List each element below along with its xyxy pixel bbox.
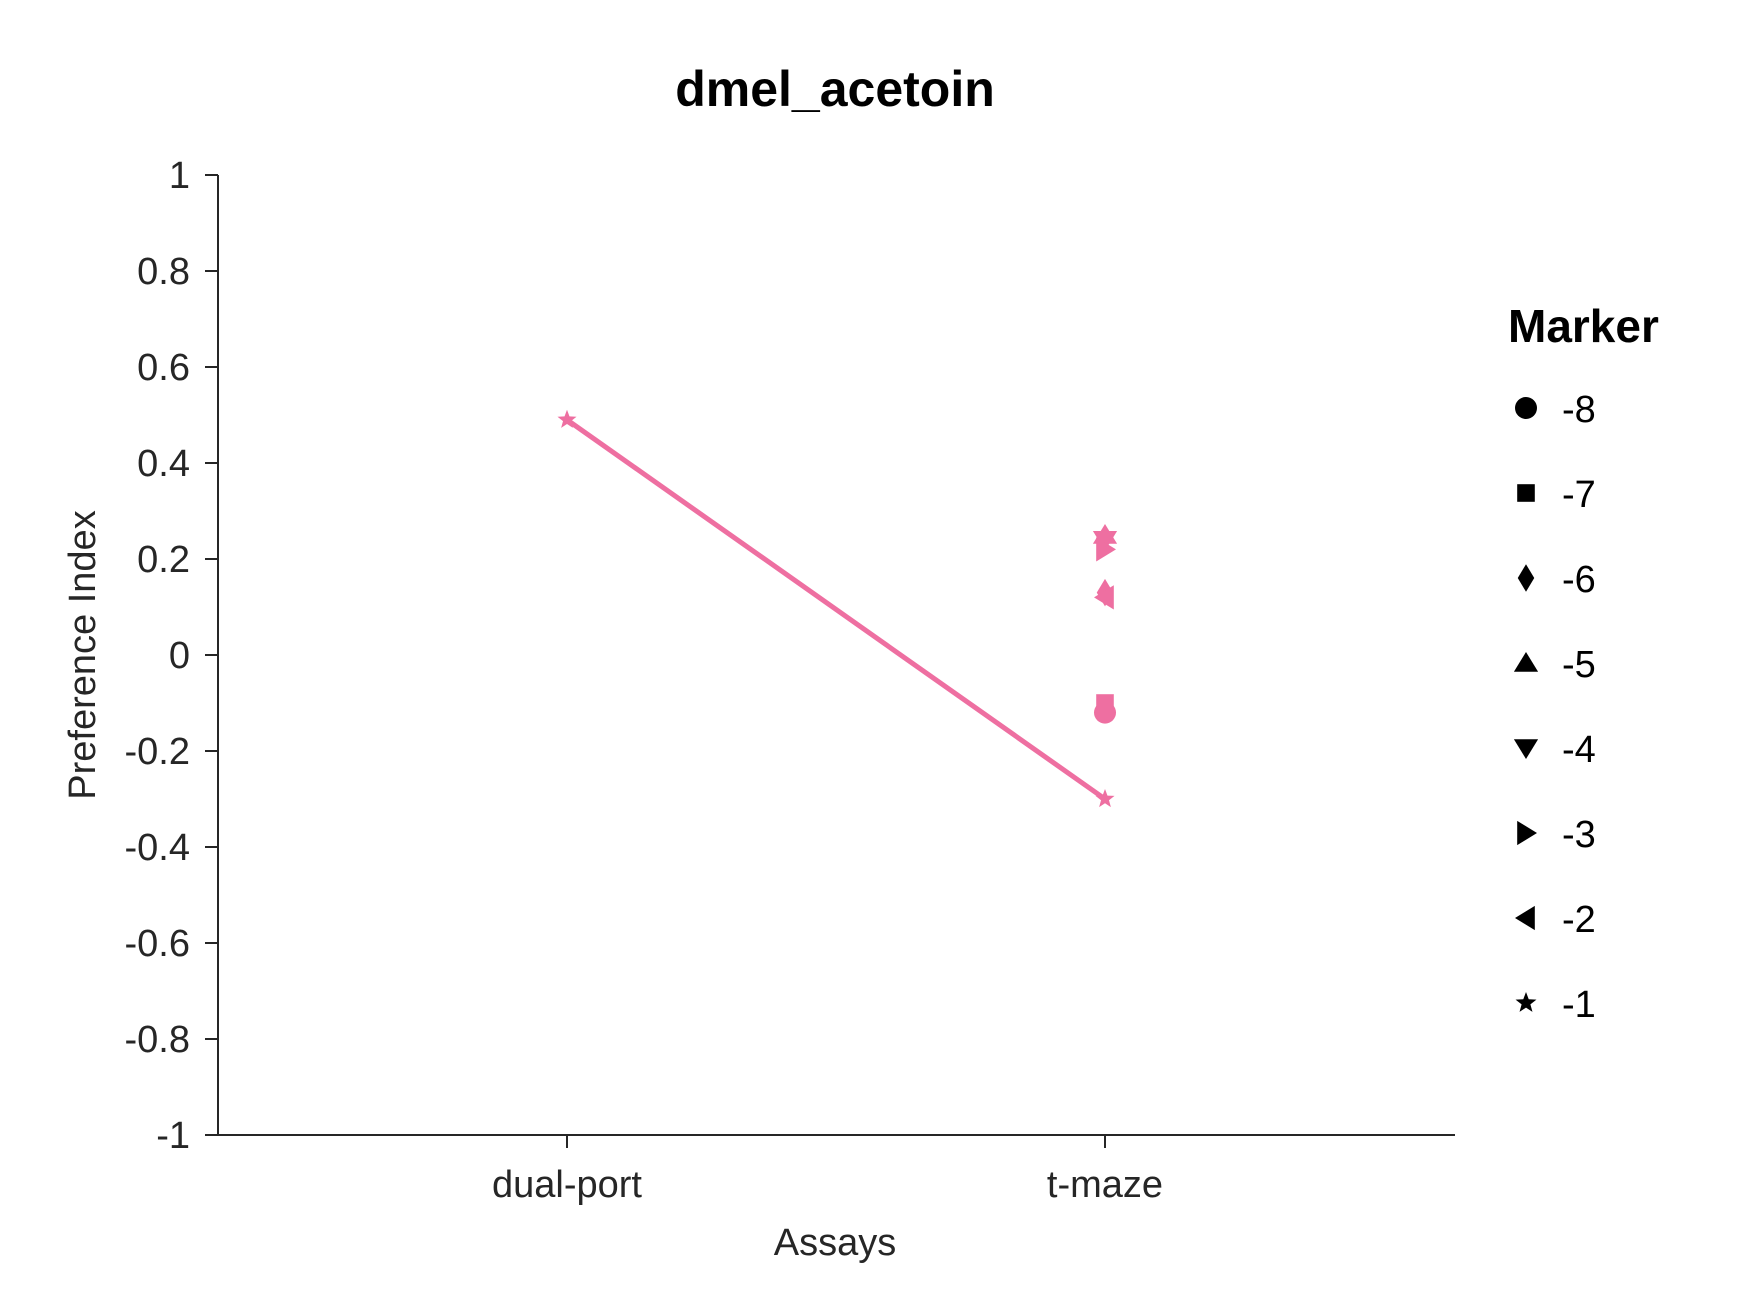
y-tick-label: -0.8 bbox=[125, 1019, 190, 1061]
data-point-star bbox=[557, 409, 577, 428]
legend-marker-square-icon bbox=[1517, 484, 1535, 502]
y-tick-label: -1 bbox=[156, 1115, 190, 1157]
x-axis-label: Assays bbox=[774, 1222, 896, 1264]
legend-marker-triangle-right-icon bbox=[1517, 820, 1537, 846]
legend-marker-triangle-down-icon bbox=[1513, 739, 1539, 759]
y-tick-label: 0.4 bbox=[137, 443, 190, 485]
x-tick-label: dual-port bbox=[492, 1164, 642, 1206]
y-tick-label: 0.6 bbox=[137, 347, 190, 389]
legend-label: -7 bbox=[1562, 474, 1596, 516]
y-tick-label: -0.4 bbox=[125, 827, 190, 869]
legend-title: Marker bbox=[1508, 300, 1659, 352]
y-tick-label: 0.8 bbox=[137, 251, 190, 293]
data-point-triangle-down bbox=[1092, 531, 1118, 551]
data-point-star bbox=[1095, 789, 1115, 808]
y-tick-label: -0.6 bbox=[125, 923, 190, 965]
data-point-square bbox=[1096, 694, 1114, 712]
legend: Marker -8 -7 -6 -5 -4 -3 -2 -1 bbox=[1508, 300, 1659, 1026]
legend-label: -8 bbox=[1562, 389, 1596, 431]
legend-label: -2 bbox=[1562, 899, 1596, 941]
legend-marker-circle-icon bbox=[1515, 397, 1537, 419]
legend-marker-diamond-icon bbox=[1517, 564, 1535, 592]
plot-area bbox=[557, 409, 1118, 808]
y-tick-label: 0 bbox=[169, 635, 190, 677]
legend-label: -4 bbox=[1562, 729, 1596, 771]
legend-label: -3 bbox=[1562, 814, 1596, 856]
legend-marker-triangle-up-icon bbox=[1513, 652, 1539, 672]
legend-marker-star-icon bbox=[1515, 992, 1537, 1012]
legend-marker-triangle-left-icon bbox=[1515, 905, 1535, 931]
x-tick-label: t-maze bbox=[1047, 1164, 1163, 1206]
legend-label: -6 bbox=[1562, 559, 1596, 601]
y-tick-label: 1 bbox=[169, 155, 190, 197]
y-axis-label: Preference Index bbox=[62, 510, 104, 799]
series-line bbox=[565, 417, 1107, 802]
data-point-triangle-right bbox=[1096, 537, 1116, 562]
chart-title: dmel_acetoin bbox=[675, 61, 995, 117]
legend-label: -5 bbox=[1562, 644, 1596, 686]
legend-label: -1 bbox=[1562, 984, 1596, 1026]
y-tick-label: -0.2 bbox=[125, 731, 190, 773]
axes: 1 0.8 0.6 0.4 0.2 0 -0.2 -0.4 -0.6 -0.8 -1 dual-por… bbox=[125, 155, 1455, 1206]
data-point-triangle-left bbox=[1094, 585, 1114, 610]
y-tick-label: 0.2 bbox=[137, 539, 190, 581]
